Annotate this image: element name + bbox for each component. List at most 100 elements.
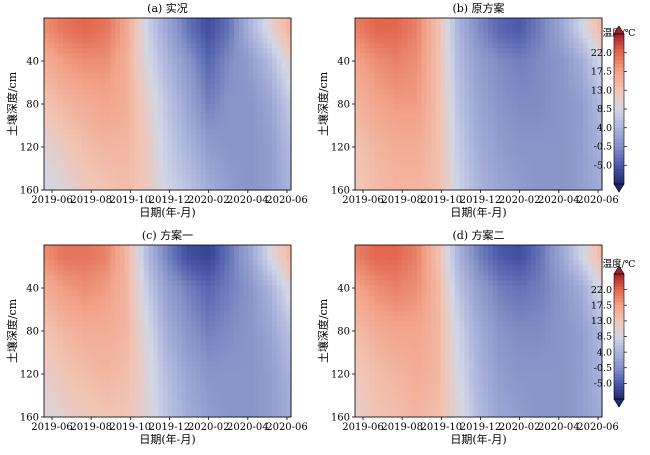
heatmap-cell <box>115 124 120 130</box>
heatmap-cell <box>73 275 78 281</box>
heatmap-cell <box>149 64 154 70</box>
heatmap-cell <box>158 331 163 337</box>
heatmap-cell <box>210 124 215 130</box>
heatmap-cell <box>239 119 244 125</box>
heatmap-cell <box>474 38 479 44</box>
heatmap-cell <box>96 260 101 266</box>
heatmap-cell <box>182 165 187 171</box>
heatmap-cell <box>574 139 579 145</box>
heatmap-cell <box>82 175 87 181</box>
heatmap-cell <box>512 64 517 70</box>
heatmap-cell <box>365 79 370 85</box>
heatmap-cell <box>365 124 370 130</box>
heatmap-cell <box>526 124 531 130</box>
heatmap-cell <box>360 165 365 171</box>
heatmap-cell <box>574 170 579 176</box>
heatmap-cell <box>101 144 106 150</box>
heatmap-cell <box>234 336 239 342</box>
heatmap-cell <box>182 124 187 130</box>
heatmap-cell <box>111 84 116 90</box>
heatmap-cell <box>153 311 158 317</box>
heatmap-cell <box>196 260 201 266</box>
heatmap-cell <box>111 331 116 337</box>
heatmap-cell <box>182 170 187 176</box>
heatmap-cell <box>44 23 49 29</box>
heatmap-cell <box>163 377 168 383</box>
heatmap-cell <box>540 104 545 110</box>
heatmap-cell <box>229 155 234 161</box>
heatmap-cell <box>225 285 230 291</box>
heatmap-cell <box>277 280 282 286</box>
heatmap-cell <box>555 139 560 145</box>
heatmap-cell <box>87 371 92 377</box>
heatmap-cell <box>120 104 125 110</box>
heatmap-cell <box>445 28 450 34</box>
heatmap-cell <box>588 165 593 171</box>
heatmap-cell <box>87 265 92 271</box>
heatmap-cell <box>130 64 135 70</box>
heatmap-cell <box>588 155 593 161</box>
heatmap-cell <box>369 43 374 49</box>
heatmap-cell <box>536 180 541 186</box>
heatmap-cell <box>436 150 441 156</box>
heatmap-cell <box>125 94 130 100</box>
heatmap-cell <box>153 306 158 312</box>
heatmap-cell <box>263 104 268 110</box>
heatmap-cell <box>531 104 536 110</box>
heatmap-cell <box>234 165 239 171</box>
heatmap-cell <box>158 306 163 312</box>
heatmap-cell <box>149 139 154 145</box>
panel-b: (b) 原方案2019-062019-082019-102019-122020-… <box>316 1 619 219</box>
heatmap-cell <box>234 28 239 34</box>
heatmap-cell <box>521 180 526 186</box>
heatmap-cell <box>201 124 206 130</box>
heatmap-cell <box>153 109 158 115</box>
heatmap-cell <box>125 119 130 125</box>
heatmap-cell <box>149 99 154 105</box>
heatmap-cell <box>384 43 389 49</box>
heatmap-cell <box>393 69 398 75</box>
heatmap-cell <box>253 74 258 80</box>
heatmap-cell <box>422 165 427 171</box>
heatmap-cell <box>393 119 398 125</box>
heatmap-cell <box>201 23 206 29</box>
heatmap-cell <box>54 38 59 44</box>
heatmap-cell <box>87 53 92 59</box>
heatmap-cell <box>210 377 215 383</box>
heatmap-cell <box>73 74 78 80</box>
heatmap-cell <box>455 150 460 156</box>
heatmap-cell <box>277 84 282 90</box>
heatmap-cell <box>244 346 249 352</box>
heatmap-cell <box>379 109 384 115</box>
heatmap-cell <box>215 291 220 297</box>
heatmap-cell <box>115 23 120 29</box>
heatmap-cell <box>407 180 412 186</box>
heatmap-cell <box>540 18 545 24</box>
heatmap-cell <box>588 124 593 130</box>
heatmap-cell <box>115 109 120 115</box>
heatmap-cell <box>225 109 230 115</box>
heatmap-cell <box>139 336 144 342</box>
heatmap-cell <box>403 104 408 110</box>
heatmap-cell <box>412 94 417 100</box>
heatmap-cell <box>215 165 220 171</box>
heatmap-cell <box>215 74 220 80</box>
heatmap-cell <box>498 84 503 90</box>
heatmap-cell <box>92 361 97 367</box>
heatmap-cell <box>393 84 398 90</box>
heatmap-cell <box>96 155 101 161</box>
heatmap-cell <box>531 43 536 49</box>
heatmap-cell <box>220 321 225 327</box>
heatmap-cell <box>593 33 598 39</box>
heatmap-cell <box>77 79 82 85</box>
heatmap-cell <box>201 356 206 362</box>
heatmap-cell <box>379 124 384 130</box>
heatmap-cell <box>229 180 234 186</box>
heatmap-cell <box>244 160 249 166</box>
heatmap-cell <box>417 104 422 110</box>
heatmap-cell <box>225 48 230 54</box>
heatmap-cell <box>153 180 158 186</box>
heatmap-cell <box>384 119 389 125</box>
heatmap-cell <box>493 53 498 59</box>
heatmap-cell <box>578 53 583 59</box>
